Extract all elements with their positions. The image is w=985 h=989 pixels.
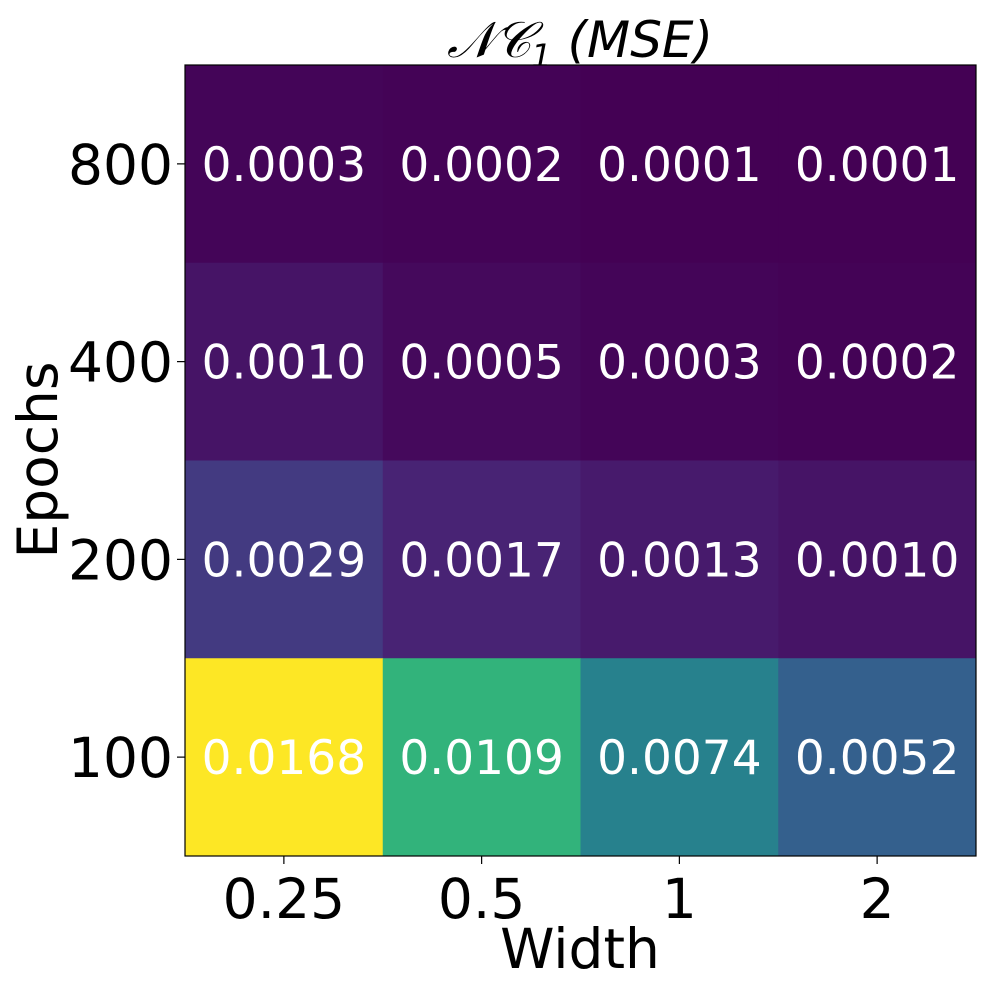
- cell-value-label: 0.0168: [202, 731, 366, 786]
- heatmap-cell: [778, 460, 977, 659]
- heatmap-cell: [382, 65, 581, 264]
- heatmap-cell: [185, 658, 384, 857]
- heatmap-cell: [185, 65, 384, 264]
- y-axis-ticks: 800 400 200 100: [68, 133, 185, 790]
- x-axis-label: Width: [500, 917, 660, 981]
- y-tick-label: 400: [68, 331, 173, 395]
- heatmap-cell: [382, 262, 581, 461]
- heatmap-cell: [580, 262, 779, 461]
- x-tick-label: 0.25: [223, 867, 345, 931]
- heatmap-cell: [778, 658, 977, 857]
- cell-value-label: 0.0003: [597, 336, 761, 391]
- x-axis-ticks: 0.25 0.5 1 2: [223, 856, 895, 931]
- x-tick-label: 0.5: [438, 867, 525, 931]
- chart-title-suffix: (MSE): [552, 11, 713, 69]
- heatmap-cell: [185, 460, 384, 659]
- cell-value-label: 0.0013: [597, 533, 761, 588]
- heatmap-cell: [778, 65, 977, 264]
- x-tick-label: 2: [860, 867, 895, 931]
- y-axis-label: Epochs: [6, 361, 70, 558]
- cell-value-label: 0.0003: [202, 138, 366, 193]
- plot-frame: [184, 64, 977, 857]
- heatmap-cell: [382, 460, 581, 659]
- heatmap-cells: [185, 65, 977, 857]
- heatmap-cell: [382, 658, 581, 857]
- cell-value-label: 0.0002: [795, 336, 959, 391]
- heatmap-cell: [185, 262, 384, 461]
- cell-value-label: 0.0074: [597, 731, 761, 786]
- chart-title-symbol: 𝒩𝒞: [447, 11, 544, 69]
- cell-value-label: 0.0002: [399, 138, 563, 193]
- cell-value-label: 0.0001: [795, 138, 959, 193]
- heatmap-cell-labels: 0.0003 0.0002 0.0001 0.0001 0.0010 0.0005 0.00…: [202, 138, 960, 786]
- y-tick-label: 800: [68, 133, 173, 197]
- x-tick-label: 1: [662, 867, 697, 931]
- heatmap-cell: [778, 262, 977, 461]
- chart-title: 𝒩𝒞1 (MSE): [447, 11, 713, 75]
- cell-value-label: 0.0010: [202, 336, 366, 391]
- y-tick-label: 100: [68, 726, 173, 790]
- heatmap-cell: [580, 65, 779, 264]
- cell-value-label: 0.0005: [399, 336, 563, 391]
- cell-value-label: 0.0052: [795, 731, 959, 786]
- cell-value-label: 0.0010: [795, 533, 959, 588]
- cell-value-label: 0.0001: [597, 138, 761, 193]
- y-tick-label: 200: [68, 528, 173, 592]
- cell-value-label: 0.0109: [399, 731, 563, 786]
- heatmap-cell: [580, 460, 779, 659]
- heatmap-cell: [580, 658, 779, 857]
- cell-value-label: 0.0029: [202, 533, 366, 588]
- cell-value-label: 0.0017: [399, 533, 563, 588]
